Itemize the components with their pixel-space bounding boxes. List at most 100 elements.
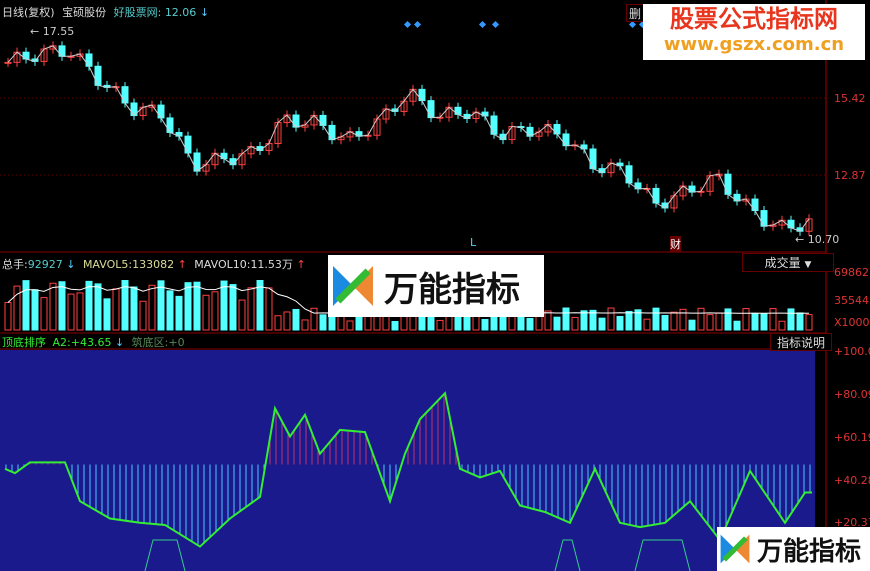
volume-bar bbox=[625, 310, 633, 331]
candlestick bbox=[553, 123, 561, 135]
volume-bar bbox=[166, 290, 174, 331]
volume-bar bbox=[148, 284, 156, 331]
header-bar: 日线(复权) 宝硕股份 好股票网: 12.06 ↓ bbox=[2, 4, 209, 20]
up-arrow-icon: ↑ bbox=[177, 258, 187, 271]
volume-bar bbox=[463, 314, 471, 331]
volume-bar bbox=[571, 316, 579, 331]
indicator-help-button[interactable]: 指标说明 bbox=[770, 333, 832, 351]
source-label: 好股票网: bbox=[113, 6, 162, 19]
period-label: 日线(复权) bbox=[2, 6, 55, 19]
candlestick bbox=[328, 124, 336, 141]
volume-bar bbox=[31, 289, 39, 331]
indicator-legend: 顶底排序 A2:+43.65 ↓ 筑底区:+0 bbox=[2, 334, 185, 350]
volume-bar bbox=[553, 316, 561, 331]
volume-bar bbox=[238, 299, 246, 331]
mavol10-label: MAVOL10: bbox=[194, 258, 251, 271]
volume-bar bbox=[715, 312, 723, 331]
mavol5-label: MAVOL5: bbox=[82, 258, 133, 271]
volume-bar bbox=[112, 288, 120, 331]
total-value: 92927 bbox=[27, 258, 63, 271]
down-arrow-icon: ↓ bbox=[66, 258, 76, 271]
zone-label: 筑底区: bbox=[131, 336, 169, 349]
indicator-axis-label: +40.28 bbox=[834, 474, 870, 487]
volume-bar bbox=[697, 307, 705, 331]
candlestick bbox=[427, 100, 435, 119]
center-watermark: 万能指标 bbox=[328, 255, 544, 317]
candlestick bbox=[562, 133, 570, 147]
volume-bar bbox=[49, 282, 57, 331]
signal-diamond bbox=[403, 20, 412, 29]
candlestick bbox=[652, 187, 660, 204]
volume-bar bbox=[292, 308, 300, 331]
down-arrow-icon: ↓ bbox=[114, 336, 125, 349]
volume-bar bbox=[562, 307, 570, 331]
indicator-axis-label: +20.37 bbox=[834, 516, 870, 529]
total-label: 总手: bbox=[2, 258, 28, 271]
high-price-label: 17.55 bbox=[42, 25, 75, 38]
indicator-name: 顶底排序 bbox=[2, 336, 46, 349]
volume-bar bbox=[805, 314, 813, 331]
volume-bar bbox=[661, 315, 669, 331]
volume-bar bbox=[202, 294, 210, 331]
candlestick bbox=[4, 61, 12, 64]
volume-bar bbox=[796, 312, 804, 331]
logo-icon bbox=[720, 534, 750, 564]
mavol5-value: 133082 bbox=[132, 258, 175, 271]
volume-bar bbox=[247, 287, 255, 331]
volume-bar bbox=[256, 280, 264, 331]
volume-bar bbox=[391, 320, 399, 331]
zone-value: +0 bbox=[168, 336, 185, 349]
volume-bar bbox=[778, 320, 786, 331]
volume-bar bbox=[760, 313, 768, 331]
signal-diamond bbox=[478, 20, 487, 29]
watermark-text: 万能指标 bbox=[757, 536, 862, 567]
volume-bar bbox=[175, 295, 183, 331]
volume-bar bbox=[634, 309, 642, 331]
volume-bar bbox=[265, 287, 273, 331]
volume-bar bbox=[526, 317, 534, 331]
candlestick bbox=[184, 135, 192, 154]
volume-bar bbox=[67, 293, 75, 331]
indicator-selector[interactable]: 成交量 ▼ bbox=[742, 253, 834, 272]
selector-label: 成交量 bbox=[764, 256, 801, 270]
volume-bar bbox=[40, 297, 48, 331]
volume-bar bbox=[706, 314, 714, 331]
watermark-text: 万能指标 bbox=[384, 269, 520, 310]
volume-bar bbox=[508, 315, 516, 331]
volume-axis-label: 69862 bbox=[834, 266, 869, 279]
volume-bar bbox=[616, 315, 624, 331]
volume-bar bbox=[274, 315, 282, 331]
volume-bar bbox=[121, 280, 129, 331]
candlestick bbox=[418, 88, 426, 102]
volume-bar bbox=[103, 298, 111, 331]
volume-bar bbox=[229, 284, 237, 331]
marker-finance[interactable]: 财 bbox=[670, 236, 681, 252]
price-value: 12.06 bbox=[164, 6, 197, 19]
low-price-label: 10.70 bbox=[807, 233, 840, 246]
mavol10-value: 11.53万 bbox=[250, 258, 293, 271]
candlestick bbox=[166, 117, 174, 133]
indicator-line bbox=[4, 391, 812, 548]
volume-bar bbox=[436, 319, 444, 331]
volume-bar bbox=[58, 281, 66, 331]
candlestick bbox=[724, 173, 732, 195]
indicator-axis-label: +60.19 bbox=[834, 431, 870, 444]
signal-diamond bbox=[491, 20, 500, 29]
volume-bar bbox=[724, 308, 732, 331]
volume-bar bbox=[481, 318, 489, 331]
signal-diamond bbox=[413, 20, 422, 29]
volume-bar bbox=[130, 286, 138, 331]
volume-bar bbox=[22, 280, 30, 331]
candlestick bbox=[625, 165, 633, 184]
volume-legend: 总手:92927 ↓ MAVOL5:133082 ↑ MAVOL10:11.53… bbox=[2, 256, 306, 272]
volume-bar bbox=[220, 280, 228, 331]
ma-line bbox=[7, 45, 810, 232]
volume-bar bbox=[598, 317, 606, 331]
stock-name: 宝硕股份 bbox=[62, 6, 107, 19]
side-button[interactable]: 删 bbox=[626, 4, 644, 22]
watermark-title: 股票公式指标网 bbox=[670, 5, 838, 33]
volume-bar bbox=[733, 320, 741, 331]
bottom-zone-line bbox=[144, 539, 186, 571]
